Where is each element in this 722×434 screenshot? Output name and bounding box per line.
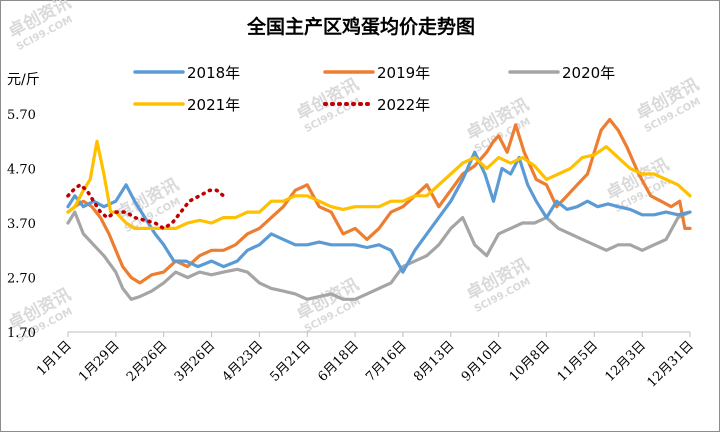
series-line-2020年 — [66, 210, 692, 301]
x-axis-ticks: 1月1日 1月29日 2月26日 3月26日 4月23日 5月21日 6月18日 7月16日 8… — [34, 332, 697, 391]
x-tick-label: 6月18日 — [315, 338, 362, 385]
x-tick-label: 10月8日 — [507, 338, 554, 385]
y-axis-label: 元/斤 — [7, 72, 40, 88]
legend-item: 2019年 — [323, 64, 430, 82]
x-tick-label: 1月1日 — [34, 338, 75, 379]
series-line-2019年 — [66, 117, 692, 285]
x-tick-label: 4月23日 — [220, 338, 267, 385]
x-tick-label: 12月31日 — [644, 338, 696, 390]
x-tick-label: 9月10日 — [459, 338, 506, 385]
chart-title: 全国主产区鸡蛋均价走势图 — [246, 15, 475, 38]
x-tick-label: 8月13日 — [411, 338, 458, 385]
x-tick-label: 2月26日 — [124, 338, 171, 385]
x-tick-label: 1月29日 — [76, 338, 123, 385]
series-line-2021年 — [66, 139, 692, 230]
legend-label: 2018年 — [187, 64, 240, 82]
x-tick-label: 7月16日 — [363, 338, 410, 385]
series-layer — [66, 117, 692, 301]
legend-item: 2022年 — [323, 96, 430, 114]
legend-label: 2021年 — [187, 96, 240, 114]
legend-item: 2020年 — [508, 64, 615, 82]
x-tick-label: 11月5日 — [555, 338, 602, 385]
y-tick-label: 5.70 — [7, 108, 36, 123]
legend: 2018年 2019年 2020年 2021年 2022年 — [133, 64, 615, 114]
y-tick-label: 3.70 — [7, 217, 36, 232]
legend-label: 2022年 — [377, 96, 430, 114]
legend-label: 2019年 — [377, 64, 430, 82]
x-tick-label: 12月3日 — [602, 338, 649, 385]
legend-item: 2021年 — [133, 96, 240, 114]
y-tick-label: 2.70 — [7, 272, 36, 287]
legend-label: 2020年 — [562, 64, 615, 82]
y-tick-label: 4.70 — [7, 163, 36, 178]
legend-item: 2018年 — [133, 64, 240, 82]
x-tick-label: 5月21日 — [268, 338, 315, 385]
y-tick-label: 1.70 — [7, 326, 36, 341]
x-tick-label: 3月26日 — [172, 338, 219, 385]
series-line-2022年 — [66, 183, 226, 231]
series-line-2018年 — [66, 150, 692, 274]
y-axis-ticks: 5.70 4.70 3.70 2.70 1.70 — [7, 108, 36, 341]
